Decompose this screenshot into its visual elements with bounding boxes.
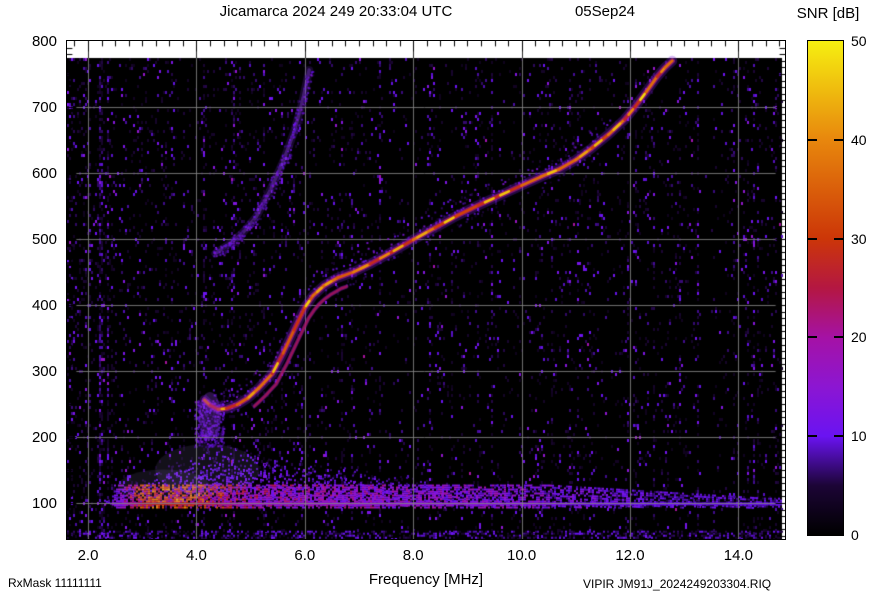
x-tick-label: 12.0	[615, 547, 645, 564]
colorbar-tick	[808, 238, 817, 240]
x-tick-label: 10.0	[506, 547, 537, 564]
colorbar-tick	[808, 435, 817, 437]
y-tick-label: 300	[31, 363, 57, 380]
colorbar-tick-label: 20	[851, 329, 867, 346]
y-tick-label: 200	[31, 429, 57, 446]
plot-area	[66, 40, 786, 540]
x-axis-title: Frequency [MHz]	[368, 571, 484, 588]
colorbar-tick-label: 50	[851, 33, 867, 49]
colorbar-tick	[808, 139, 817, 141]
x-tick-label: 2.0	[77, 547, 99, 564]
x-tick-label: 8.0	[402, 547, 424, 564]
plot-date: 05Sep24	[574, 3, 636, 20]
colorbar-tick-label: 40	[851, 131, 867, 148]
colorbar-tick	[834, 336, 843, 338]
rxmask-label: RxMask 11111111	[8, 576, 102, 590]
plot-title: Jicamarca 2024 249 20:33:04 UTC	[219, 3, 453, 20]
colorbar	[807, 40, 844, 536]
x-tick-label: 6.0	[294, 547, 316, 564]
x-tick-label: 4.0	[185, 547, 207, 564]
y-tick-label: 800	[31, 33, 57, 50]
colorbar-tick	[834, 139, 843, 141]
colorbar-tick-label: 10	[851, 428, 867, 445]
colorbar-title: SNR [dB]	[796, 5, 860, 22]
y-tick-label: 500	[31, 231, 57, 248]
filename-label: VIPIR JM91J_2024249203304.RIQ	[583, 577, 772, 591]
ionogram-canvas	[67, 41, 785, 539]
x-tick-label: 14.0	[723, 547, 753, 564]
colorbar-tick	[834, 435, 843, 437]
y-tick-label: 700	[31, 99, 57, 116]
colorbar-tick-label: 0	[851, 527, 859, 543]
y-tick-label: 600	[31, 165, 57, 182]
colorbar-tick	[834, 238, 843, 240]
y-tick-label: 400	[31, 297, 57, 314]
y-tick-label: 100	[31, 495, 57, 512]
colorbar-tick-label: 30	[851, 230, 867, 247]
colorbar-gradient	[808, 41, 843, 535]
colorbar-tick	[808, 336, 817, 338]
